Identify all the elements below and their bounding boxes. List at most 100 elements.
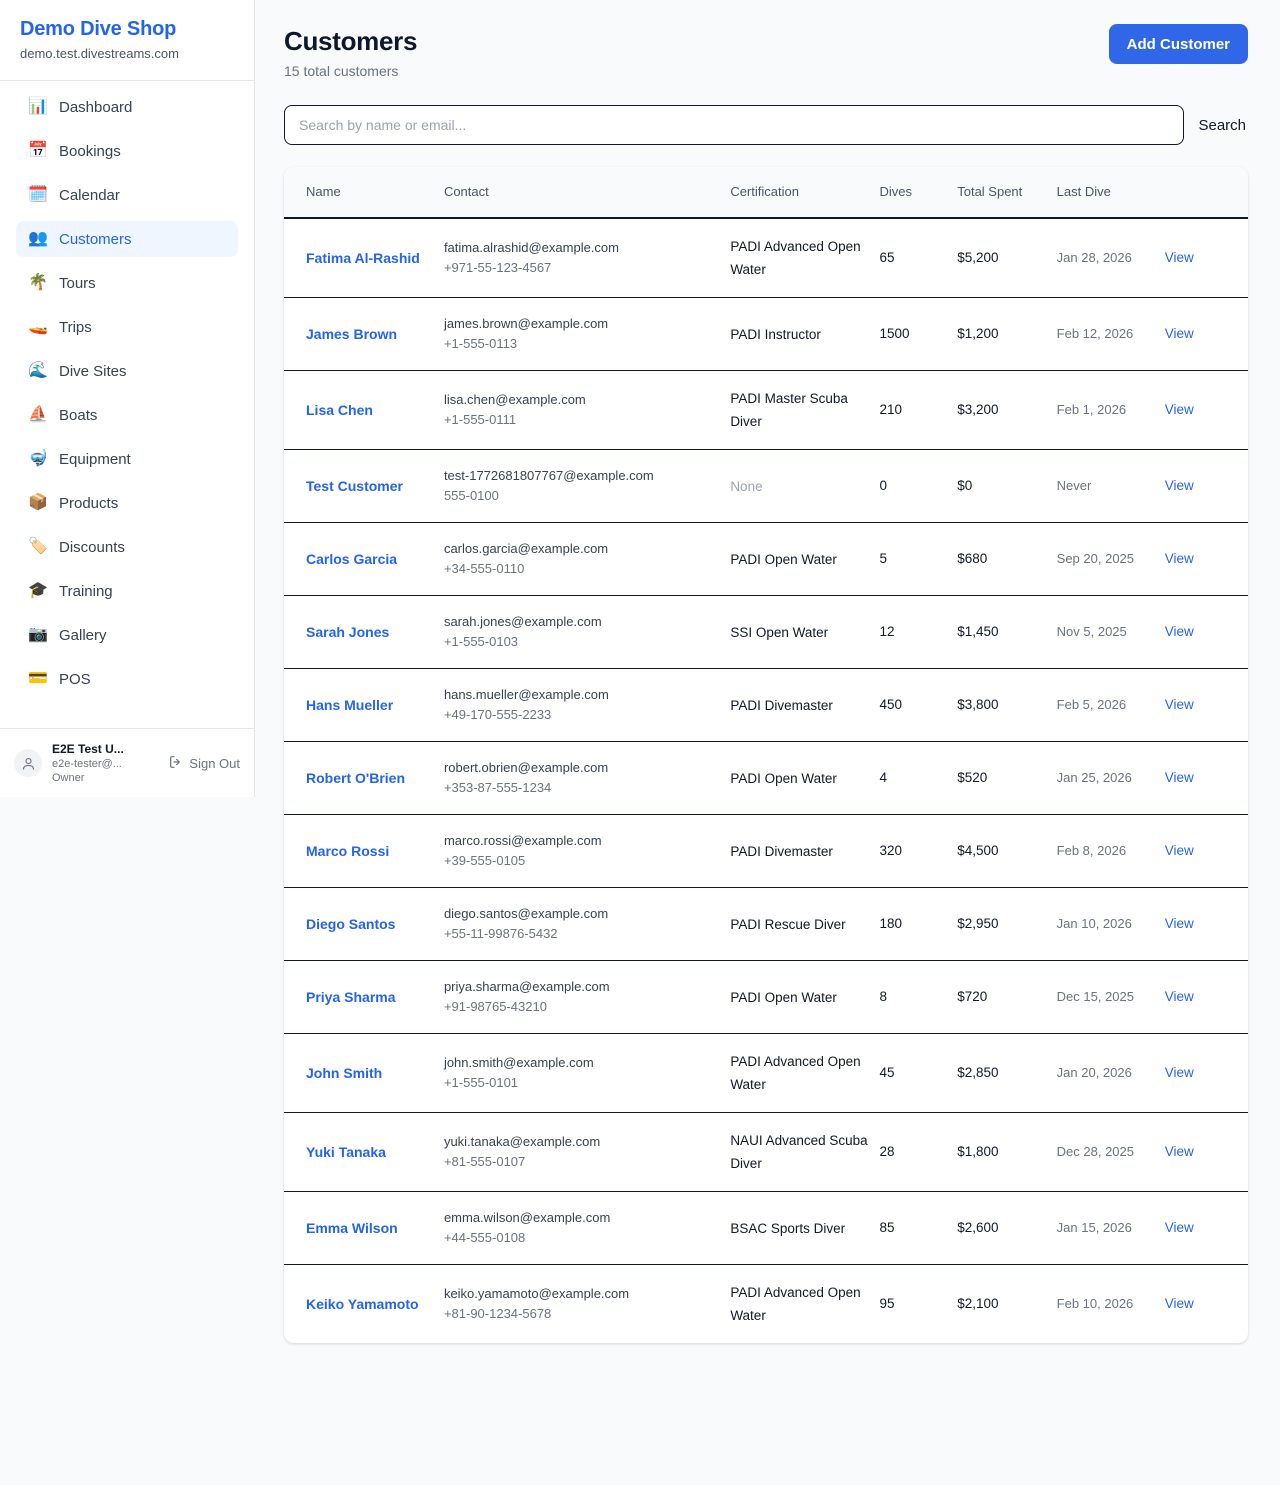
customer-name-link[interactable]: Fatima Al-Rashid	[306, 249, 420, 266]
table-row: Lisa Chen lisa.chen@example.com +1-555-011…	[284, 370, 1248, 450]
sidebar-item-discounts[interactable]: 🏷️ Discounts	[16, 529, 238, 565]
sidebar-item-boats[interactable]: ⛵ Boats	[16, 397, 238, 433]
sidebar-item-customers[interactable]: 👥 Customers	[16, 221, 238, 257]
sidebar-item-dive-sites[interactable]: 🌊 Dive Sites	[16, 353, 238, 389]
customer-email: fatima.alrashid@example.com	[443, 240, 619, 255]
graduation-cap-icon: 🎓	[28, 582, 48, 599]
customer-phone: +1-555-0111	[443, 412, 517, 427]
view-link[interactable]: View	[1164, 402, 1194, 417]
customer-name-link[interactable]: Robert O'Brien	[306, 769, 406, 786]
cell-total-spent: $720	[957, 960, 1057, 1034]
customer-email: robert.obrien@example.com	[443, 760, 609, 775]
customer-name-link[interactable]: Keiko Yamamoto	[306, 1295, 419, 1312]
speedboat-icon: 🚤	[28, 318, 48, 335]
col-header-dives: Dives	[879, 167, 958, 219]
customer-count: 15 total customers	[284, 63, 399, 79]
customers-table: Name Contact Certification Dives Total S…	[284, 167, 1248, 1343]
cell-certification: PADI Rescue Diver	[730, 887, 880, 961]
customer-name-link[interactable]: Emma Wilson	[306, 1219, 398, 1236]
customer-phone: +44-555-0108	[443, 1230, 526, 1245]
customer-phone: +91-98765-43210	[443, 999, 547, 1014]
view-link[interactable]: View	[1164, 326, 1194, 341]
cell-total-spent: $2,600	[957, 1191, 1057, 1265]
customer-name-link[interactable]: James Brown	[306, 325, 398, 342]
table-row: John Smith john.smith@example.com +1-555-0…	[284, 1033, 1248, 1113]
sidebar-item-label: POS	[59, 670, 91, 688]
cell-last-dive: Jan 25, 2026	[1056, 741, 1165, 815]
view-link[interactable]: View	[1164, 1220, 1194, 1235]
customer-name-link[interactable]: Marco Rossi	[306, 842, 390, 859]
customer-name-link[interactable]: Carlos Garcia	[306, 550, 398, 567]
customer-name-link[interactable]: Sarah Jones	[306, 623, 390, 640]
sidebar-item-calendar[interactable]: 🗓️ Calendar	[16, 177, 238, 213]
people-icon: 👥	[28, 230, 48, 247]
customer-name-link[interactable]: Test Customer	[306, 477, 403, 494]
search-button[interactable]: Search	[1198, 116, 1246, 134]
sidebar-item-tours[interactable]: 🌴 Tours	[16, 265, 238, 301]
customer-name-link[interactable]: Priya Sharma	[306, 988, 396, 1005]
customer-phone: +353-87-555-1234	[443, 780, 552, 795]
sidebar-item-equipment[interactable]: 🤿 Equipment	[16, 441, 238, 477]
view-link[interactable]: View	[1164, 1144, 1194, 1159]
sidebar-item-products[interactable]: 📦 Products	[16, 485, 238, 521]
cell-total-spent: $1,800	[957, 1112, 1057, 1192]
cell-last-dive: Jan 28, 2026	[1056, 218, 1165, 298]
customer-phone: +1-555-0101	[443, 1075, 519, 1090]
customer-name-link[interactable]: Diego Santos	[306, 915, 396, 932]
search-input[interactable]	[284, 105, 1185, 145]
page-title: Customers	[284, 26, 418, 56]
view-link[interactable]: View	[1164, 697, 1194, 712]
customer-phone: 555-0100	[443, 488, 499, 503]
cell-dives: 12	[879, 595, 958, 669]
view-link[interactable]: View	[1164, 624, 1194, 639]
sign-out-button[interactable]: Sign Out	[168, 754, 240, 773]
customer-email: james.brown@example.com	[443, 316, 609, 331]
sidebar-item-gallery[interactable]: 📷 Gallery	[16, 617, 238, 653]
cell-last-dive: Never	[1056, 449, 1165, 523]
cell-dives: 320	[879, 814, 958, 888]
cell-contact: yuki.tanaka@example.com +81-555-0107	[443, 1112, 731, 1192]
view-link[interactable]: View	[1164, 478, 1194, 493]
cell-dives: 8	[879, 960, 958, 1034]
sidebar-item-label: Trips	[59, 318, 92, 336]
customer-name-link[interactable]: Lisa Chen	[306, 401, 373, 418]
view-link[interactable]: View	[1164, 843, 1194, 858]
cell-last-dive: Dec 15, 2025	[1056, 960, 1165, 1034]
view-link[interactable]: View	[1164, 770, 1194, 785]
sidebar-item-pos[interactable]: 💳 POS	[16, 661, 238, 697]
col-header-name: Name	[284, 167, 444, 219]
add-customer-button[interactable]: Add Customer	[1108, 24, 1248, 64]
view-link[interactable]: View	[1164, 1296, 1194, 1311]
cell-dives: 85	[879, 1191, 958, 1265]
certification-value: PADI Divemaster	[730, 697, 833, 713]
cell-actions: View	[1164, 522, 1248, 596]
cell-contact: priya.sharma@example.com +91-98765-43210	[443, 960, 731, 1034]
customer-email: priya.sharma@example.com	[443, 979, 610, 994]
view-link[interactable]: View	[1164, 250, 1194, 265]
view-link[interactable]: View	[1164, 1065, 1194, 1080]
sidebar: Demo Dive Shop demo.test.divestreams.com…	[0, 0, 255, 797]
table-header-row: Name Contact Certification Dives Total S…	[284, 167, 1248, 219]
col-header-contact: Contact	[443, 167, 731, 219]
sidebar-item-trips[interactable]: 🚤 Trips	[16, 309, 238, 345]
customer-name-link[interactable]: Yuki Tanaka	[306, 1143, 386, 1160]
sidebar-item-label: Equipment	[59, 450, 131, 468]
sidebar-item-label: Dive Sites	[59, 362, 127, 380]
view-link[interactable]: View	[1164, 551, 1194, 566]
cell-certification: PADI Advanced Open Water	[730, 1265, 879, 1344]
view-link[interactable]: View	[1164, 989, 1194, 1004]
view-link[interactable]: View	[1164, 916, 1194, 931]
cell-name: Carlos Garcia	[284, 522, 444, 596]
cell-dives: 4	[879, 741, 958, 815]
customer-name-link[interactable]: John Smith	[306, 1064, 383, 1081]
customer-name-link[interactable]: Hans Mueller	[306, 696, 394, 713]
sidebar-item-training[interactable]: 🎓 Training	[16, 573, 238, 609]
certification-value: PADI Instructor	[730, 326, 821, 342]
sidebar-item-bookings[interactable]: 📅 Bookings	[16, 133, 238, 169]
sidebar-item-dashboard[interactable]: 📊 Dashboard	[16, 89, 238, 125]
brand-domain: demo.test.divestreams.com	[20, 46, 179, 61]
cell-contact: james.brown@example.com +1-555-0113	[443, 297, 731, 371]
main-content: Customers 15 total customers Add Custome…	[255, 0, 1280, 1343]
diving-mask-icon: 🤿	[28, 450, 48, 467]
cell-name: Priya Sharma	[284, 960, 444, 1034]
